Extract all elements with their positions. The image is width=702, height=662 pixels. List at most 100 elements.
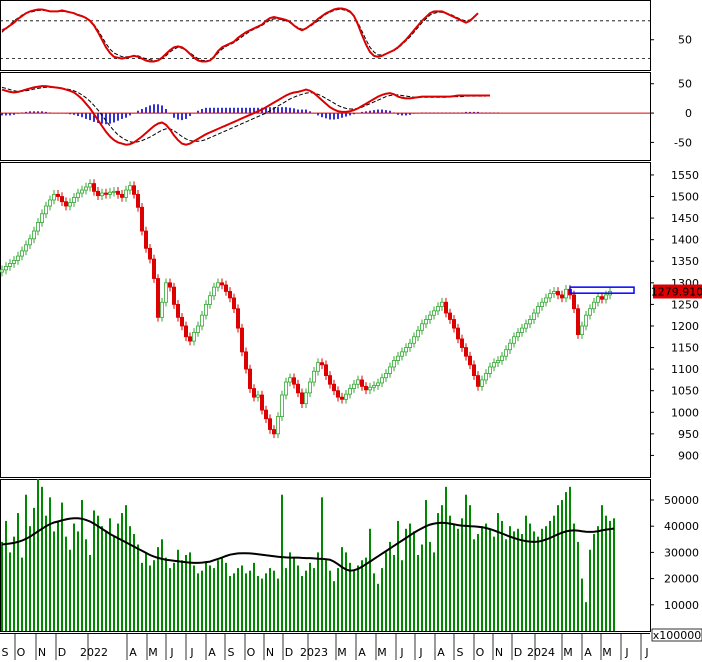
candle-body	[560, 294, 565, 299]
volume-bar	[281, 494, 283, 631]
volume-bar	[433, 552, 435, 631]
macd-histogram-bar	[389, 110, 391, 114]
macd-tick-label: 50	[678, 78, 692, 91]
volume-bar	[69, 549, 71, 631]
candle-body	[211, 286, 216, 297]
volume-bar	[341, 547, 343, 631]
volume-bar	[589, 549, 591, 631]
volume-bar	[497, 513, 499, 631]
x-axis-label: M	[148, 646, 158, 659]
volume-bar	[581, 578, 583, 631]
macd-histogram-bar	[249, 107, 251, 114]
candle-body	[231, 297, 236, 310]
macd-histogram-bar	[369, 110, 371, 114]
candle-body	[359, 379, 364, 387]
candle-body	[60, 196, 65, 203]
candle-body	[223, 284, 228, 292]
volume-bar	[377, 583, 379, 631]
candle-body	[48, 199, 53, 207]
macd-histogram-bar	[189, 113, 191, 116]
volume-bar	[53, 531, 55, 631]
candle-body	[552, 291, 557, 295]
macd-histogram-bar	[473, 111, 475, 114]
macd-tick-label: -50	[674, 136, 692, 149]
volume-bar	[509, 526, 511, 631]
volume-bar	[613, 518, 615, 631]
volume-bar	[445, 486, 447, 631]
volume-bar	[393, 555, 395, 631]
candle-body	[239, 327, 244, 353]
x-axis-label: A	[584, 646, 592, 659]
macd-histogram-bar	[81, 113, 83, 118]
macd-histogram-bar	[285, 107, 287, 114]
candle-body	[544, 297, 549, 303]
candle-body	[451, 319, 456, 329]
volume-bar	[301, 575, 303, 631]
macd-histogram-bar	[225, 107, 227, 114]
candle-body	[131, 185, 136, 195]
macd-histogram-bar	[1, 113, 3, 116]
macd-histogram-bar	[129, 113, 131, 116]
macd-histogram-bar	[241, 107, 243, 114]
volume-bar	[465, 494, 467, 631]
macd-histogram-bar	[121, 113, 123, 119]
x-axis-label: J	[399, 646, 403, 659]
volume-bar	[81, 499, 83, 631]
candle-body	[147, 247, 152, 260]
x-axis-label: D	[58, 646, 66, 659]
price-tick-label: 1500	[671, 191, 699, 204]
last-price-label: 1279.910	[651, 285, 702, 298]
volume-bar	[229, 575, 231, 631]
volume-bar	[197, 573, 199, 631]
candle-body	[32, 230, 37, 240]
volume-bar	[253, 562, 255, 631]
macd-histogram-bar	[385, 110, 387, 114]
macd-histogram-bar	[469, 111, 471, 114]
candle-body	[479, 379, 484, 387]
candle-body	[155, 278, 160, 318]
volume-bar	[265, 573, 267, 631]
candle-body	[327, 375, 332, 385]
volume-bar	[401, 560, 403, 631]
macd-histogram-bar	[89, 113, 91, 121]
macd-histogram-bar	[117, 113, 119, 121]
macd-histogram-bar	[181, 113, 183, 121]
volume-bar	[209, 565, 211, 631]
candle-body	[52, 193, 57, 201]
candle-body	[203, 303, 208, 316]
candle-body	[520, 327, 525, 333]
volume-bar	[241, 565, 243, 631]
volume-bar	[285, 568, 287, 631]
candle-body	[100, 192, 105, 197]
candle-body	[68, 202, 73, 207]
candle-body	[355, 379, 360, 385]
candle-body	[495, 360, 500, 364]
candle-body	[315, 362, 320, 372]
candle-body	[423, 319, 428, 325]
volume-bar	[221, 557, 223, 631]
macd-histogram-bar	[165, 108, 167, 114]
volume-bar	[545, 526, 547, 631]
volume-bar	[317, 552, 319, 631]
price-tick-label: 950	[678, 428, 699, 441]
volume-bar	[573, 523, 575, 631]
volume-bar	[233, 573, 235, 631]
candle-body	[259, 394, 264, 411]
volume-bar	[85, 539, 87, 631]
candle-body	[23, 244, 28, 252]
x-axis-label: M	[377, 646, 387, 659]
volume-bar	[309, 562, 311, 631]
candle-body	[27, 238, 32, 246]
x-axis-label: M	[602, 646, 612, 659]
volume-bar	[293, 557, 295, 631]
candle-body	[487, 366, 492, 374]
volume-bar	[141, 562, 143, 631]
macd-histogram-bar	[205, 107, 207, 114]
candle-body	[467, 355, 472, 366]
oscillator-line	[1, 7, 479, 63]
price-tick-label: 1200	[671, 320, 699, 333]
volume-bar	[337, 568, 339, 631]
price-tick-label: 1250	[671, 298, 699, 311]
volume-bar	[41, 486, 43, 631]
macd-histogram-bar	[45, 111, 47, 114]
